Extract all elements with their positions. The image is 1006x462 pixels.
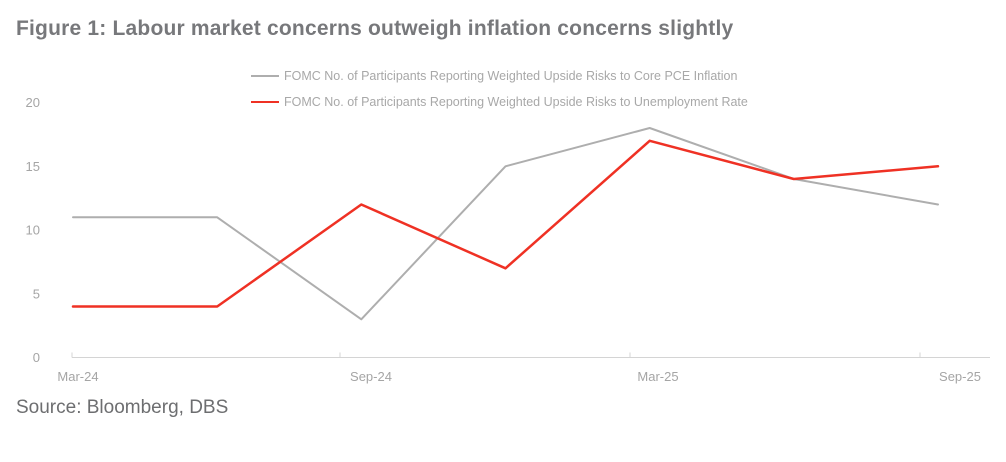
y-axis-label: 5 (33, 286, 40, 301)
legend-item-core-pce-inflation[interactable]: FOMC No. of Participants Reporting Weigh… (251, 63, 748, 89)
y-axis-label: 20 (26, 95, 40, 110)
legend-label-core-pce-inflation: FOMC No. of Participants Reporting Weigh… (284, 69, 738, 83)
gray-line-swatch-icon (251, 75, 279, 77)
series-line-unemployment-rate (71, 139, 940, 308)
figure-title: Figure 1: Labour market concerns outweig… (16, 17, 734, 40)
y-axis-label: 10 (26, 223, 40, 238)
y-axis-label: 15 (26, 159, 40, 174)
x-axis-label: Mar-24 (57, 369, 98, 384)
chart-legend: FOMC No. of Participants Reporting Weigh… (251, 63, 748, 115)
x-axis-label: Sep-25 (939, 369, 981, 384)
y-axis-label: 0 (33, 350, 40, 365)
legend-item-unemployment-rate[interactable]: FOMC No. of Participants Reporting Weigh… (251, 89, 748, 115)
x-axis-label: Mar-25 (637, 369, 678, 384)
red-line-swatch-icon (251, 101, 279, 103)
x-axis-label: Sep-24 (350, 369, 392, 384)
source-note: Source: Bloomberg, DBS (16, 397, 229, 418)
series-line-core-pce-inflation (72, 127, 939, 321)
legend-label-unemployment-rate: FOMC No. of Participants Reporting Weigh… (284, 95, 748, 109)
